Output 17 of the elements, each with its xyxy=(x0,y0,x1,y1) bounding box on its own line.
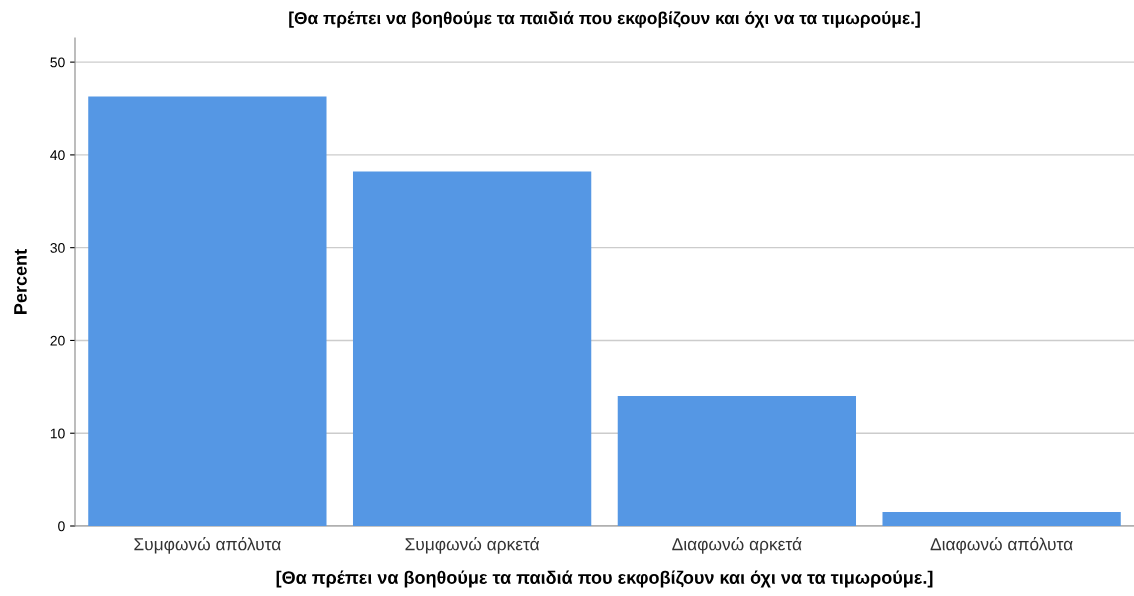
y-tick-label: 40 xyxy=(50,150,65,161)
x-tick-label: Συμφωνώ απόλυτα xyxy=(134,537,281,554)
bar xyxy=(882,512,1121,526)
y-tick-label: 50 xyxy=(50,57,65,68)
x-tick-label: Διαφωνώ απόλυτα xyxy=(930,537,1073,554)
y-tick-label: 10 xyxy=(50,428,65,439)
y-tick-label: 20 xyxy=(50,335,65,346)
bar xyxy=(352,171,592,526)
chart-title: [Θα πρέπει να βοηθούμε τα παιδιά που εκφοβίζουν και όχι να τα τιμωρούμε.] xyxy=(289,11,920,28)
bar xyxy=(88,96,327,526)
x-axis-title: [Θα πρέπει να βοηθούμε τα παιδιά που εκφοβίζουν και όχι να τα τιμωρούμε.] xyxy=(276,570,933,588)
y-axis-title: Percent xyxy=(14,249,27,314)
bar xyxy=(617,396,857,526)
x-tick-label: Συμφωνώ αρκετά xyxy=(405,537,540,554)
y-tick-label: 30 xyxy=(50,243,65,253)
x-tick-label: Διαφωνώ αρκετά xyxy=(672,537,802,554)
y-tick-label: 0 xyxy=(58,521,65,532)
